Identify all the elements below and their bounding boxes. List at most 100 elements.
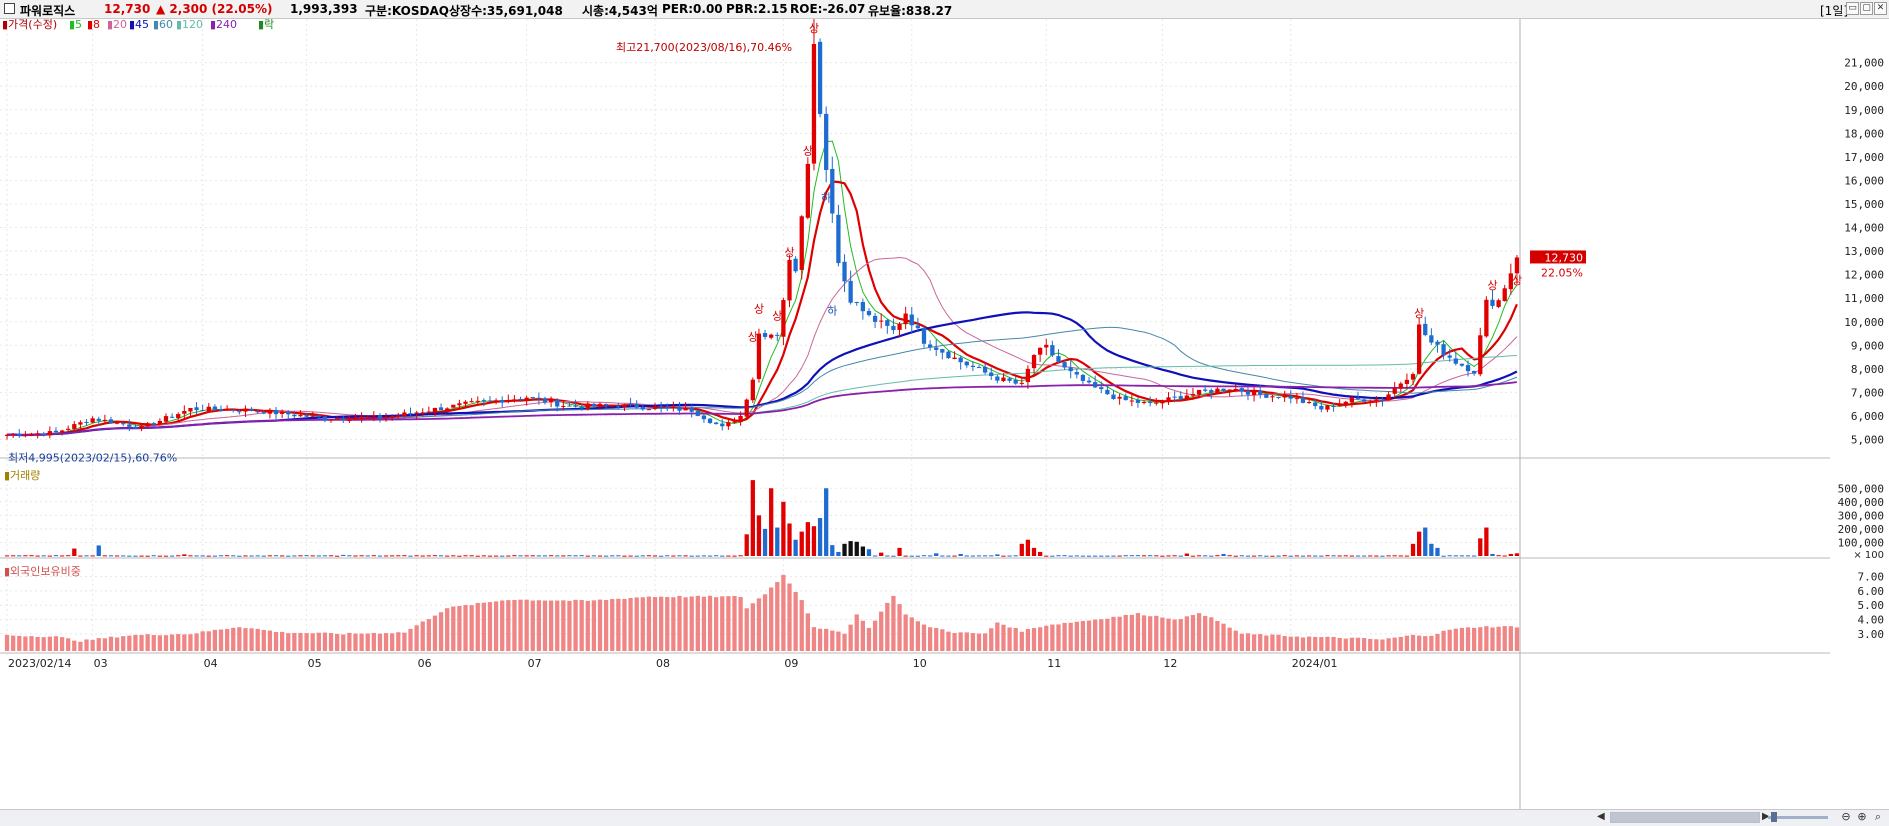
price-candle	[310, 415, 315, 417]
foreign-ownership-bar	[1025, 629, 1031, 651]
volume-bar	[108, 555, 114, 557]
price-candle	[536, 397, 542, 399]
select-checkbox[interactable]	[4, 3, 15, 14]
price-candle	[958, 357, 963, 363]
volume-bar	[267, 555, 273, 557]
scroll-left-icon[interactable]: ◀	[1597, 811, 1605, 822]
price-candle	[610, 405, 615, 407]
volume-bar	[1086, 555, 1092, 557]
event-marker: 상	[748, 331, 758, 344]
volume-bar	[1050, 555, 1055, 557]
price-candle	[567, 405, 572, 407]
foreign-ownership-bar	[506, 600, 511, 651]
last-price-flag	[1530, 250, 1586, 264]
volume-bar	[438, 555, 444, 557]
foreign-ownership-bar	[671, 597, 676, 651]
foreign-ownership-bar	[1416, 635, 1422, 651]
price-candle	[243, 408, 248, 412]
foreign-ownership-bar	[182, 634, 187, 651]
foreign-ownership-bar	[426, 619, 431, 651]
foreign-tick-label: 6.00	[1858, 585, 1885, 598]
foreign-ownership-bar	[1013, 627, 1018, 651]
volume-bar	[512, 555, 517, 557]
price-candle	[1001, 377, 1006, 382]
foreign-ownership-bar	[903, 614, 908, 651]
volume-bar	[4, 555, 10, 557]
maximize-button[interactable]: ▢	[1860, 2, 1873, 15]
volume-bar	[781, 501, 786, 556]
volume-bar	[194, 555, 199, 557]
volume-bar	[811, 526, 817, 556]
foreign-ownership-bar	[677, 595, 682, 651]
volume-bar	[1215, 555, 1220, 557]
zoom-out-icon[interactable]: ⊖	[1841, 810, 1851, 823]
zoom-slider-knob[interactable]	[1771, 812, 1777, 822]
volume-bar	[744, 534, 749, 556]
volume-bar	[1374, 555, 1379, 557]
roe-value: ROE:-26.07	[790, 2, 866, 16]
price-candle	[102, 419, 108, 421]
volume-bar	[579, 555, 584, 557]
foreign-ownership-bar	[1325, 636, 1330, 651]
price-candle	[390, 416, 395, 418]
close-button[interactable]: ✕	[1874, 2, 1887, 15]
volume-bar	[995, 554, 1000, 556]
price-candle	[341, 418, 346, 420]
event-marker: 상	[1414, 307, 1424, 320]
foreign-ownership-bar	[1361, 638, 1367, 651]
price-candle	[328, 419, 334, 421]
foreign-ownership-bar	[176, 634, 181, 651]
price-candle	[1386, 394, 1391, 401]
stock-chart[interactable]: 5,000 6,000 7,000 8,000 9,000 10,000 11,000 12,…	[0, 19, 1889, 809]
price-candle	[799, 216, 804, 270]
minimize-button[interactable]: ▭	[1846, 2, 1859, 15]
foreign-ownership-bar	[273, 632, 279, 651]
volume-bar	[347, 555, 352, 557]
foreign-ownership-bar	[769, 587, 774, 651]
time-scrollbar[interactable]	[1610, 812, 1760, 823]
price-candle	[1044, 344, 1049, 348]
volume-bar	[47, 555, 52, 557]
price-candle	[304, 415, 309, 417]
x-axis-label: 09	[784, 657, 798, 670]
foreign-ownership-bar	[84, 639, 89, 651]
foreign-ownership-bar	[114, 637, 120, 651]
price-candle	[469, 401, 474, 403]
price-candle	[677, 407, 682, 411]
foreign-ownership-bar	[622, 598, 627, 651]
price-candle	[1502, 288, 1507, 302]
x-axis-label: 11	[1047, 657, 1061, 670]
zoom-fit-icon[interactable]: ⌕	[1874, 810, 1882, 823]
foreign-ownership-bar	[707, 595, 713, 651]
volume-bar	[469, 555, 474, 557]
period-selector[interactable]: [1일]	[1820, 4, 1849, 18]
volume-bar	[958, 553, 963, 556]
volume-bar	[927, 555, 933, 557]
zoom-slider-track[interactable]	[1768, 816, 1828, 819]
foreign-ownership-bar	[151, 635, 156, 651]
foreign-ownership-bar	[1184, 616, 1189, 651]
foreign-ownership-bar	[897, 604, 902, 651]
foreign-ownership-bar	[610, 599, 615, 651]
foreign-ownership-bar	[591, 600, 597, 651]
volume-bar	[1361, 555, 1367, 557]
foreign-ownership-bar	[927, 627, 933, 651]
foreign-ownership-bar	[17, 635, 22, 651]
volume-bar	[707, 555, 713, 557]
volume-bar	[738, 555, 743, 557]
foreign-ownership-bar	[934, 627, 939, 651]
scroll-right-icon[interactable]: ▶	[1762, 811, 1770, 822]
price-candle	[1129, 400, 1134, 402]
volume-bar	[261, 555, 266, 557]
zoom-in-icon[interactable]: ⊕	[1857, 810, 1867, 823]
ma-legend-item: ▮45	[129, 19, 149, 31]
foreign-ownership-bar	[304, 633, 309, 651]
foreign-ownership-bar	[989, 628, 994, 651]
scroll-thumb[interactable]	[1611, 813, 1759, 822]
foreign-tick-label: 3.00	[1858, 628, 1885, 641]
price-tick-label: 5,000	[1851, 434, 1884, 447]
volume-bar	[652, 555, 658, 557]
price-candle	[133, 426, 138, 429]
foreign-ownership-bar	[762, 594, 768, 651]
price-candle	[475, 400, 480, 402]
